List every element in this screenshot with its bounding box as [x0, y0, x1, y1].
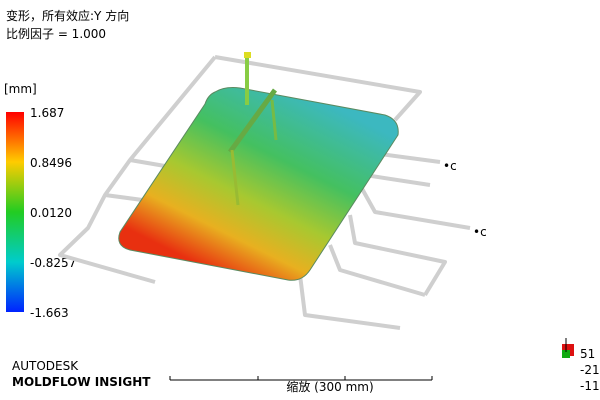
legend-label: 1.687 [30, 106, 64, 120]
triad-label: -11 [580, 379, 600, 393]
legend-label: -0.8257 [30, 256, 76, 270]
feed-system [227, 52, 278, 206]
legend-label: 0.0120 [30, 206, 72, 220]
scale-label: 缩放 (300 mm) [286, 379, 373, 394]
legend-labels: 1.687 0.8496 0.0120 -0.8257 -1.663 [30, 106, 76, 320]
legend-label: -1.663 [30, 306, 69, 320]
triad-label: 51 [580, 347, 595, 361]
color-legend [6, 112, 24, 312]
scale-bar [169, 376, 433, 381]
brand-company: AUTODESK [12, 359, 79, 373]
part-model [118, 87, 399, 281]
triad-label: -21 [580, 363, 600, 377]
legend-unit: [mm] [4, 82, 37, 96]
scale-factor: 比例因子 = 1.000 [6, 27, 106, 41]
result-title: 变形，所有效应:Y 方向 [6, 8, 129, 23]
brand-product: MOLDFLOW INSIGHT [12, 375, 151, 389]
legend-label: 0.8496 [30, 156, 72, 170]
coolant-marker: •c [473, 225, 487, 239]
axis-triad [562, 338, 574, 358]
coolant-marker: •c [443, 159, 457, 173]
